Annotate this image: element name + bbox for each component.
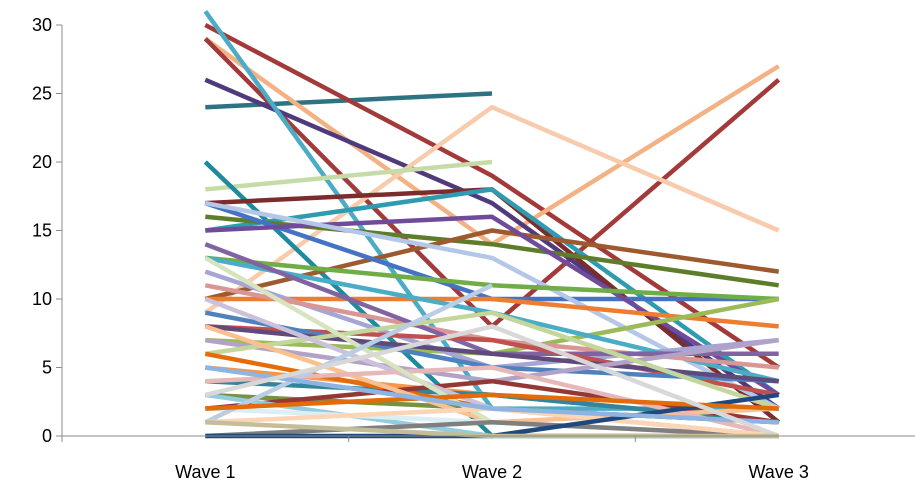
series-line-2 [204, 23, 780, 370]
series-line-29 [204, 310, 780, 411]
series-line-45 [204, 365, 779, 425]
series-line-8 [205, 159, 493, 192]
y-tick-label: 5 [42, 358, 52, 378]
x-tick-label: Wave 3 [748, 462, 808, 482]
y-tick-label: 10 [32, 289, 52, 309]
series-line-15 [205, 214, 780, 397]
x-tick-labels: Wave 1 Wave 2 Wave 3 [175, 462, 809, 482]
y-tick-label: 25 [32, 84, 52, 104]
series-group [203, 9, 781, 439]
series-line-46 [204, 324, 780, 439]
y-tick-label: 15 [32, 221, 52, 241]
y-tick-label: 0 [42, 426, 52, 446]
x-tick-label: Wave 2 [462, 462, 522, 482]
series-line-40 [204, 283, 493, 425]
series-line-44 [205, 392, 779, 411]
series-line-41 [205, 420, 779, 439]
y-tick-label: 30 [32, 15, 52, 35]
y-tick-label: 20 [32, 152, 52, 172]
y-tick-labels: 0 5 10 15 20 25 30 [32, 15, 52, 446]
series-line-11 [204, 187, 781, 397]
series-line-5 [204, 77, 781, 411]
x-tick-label: Wave 1 [175, 462, 235, 482]
axes-group [56, 24, 915, 442]
series-line-7 [203, 104, 780, 315]
